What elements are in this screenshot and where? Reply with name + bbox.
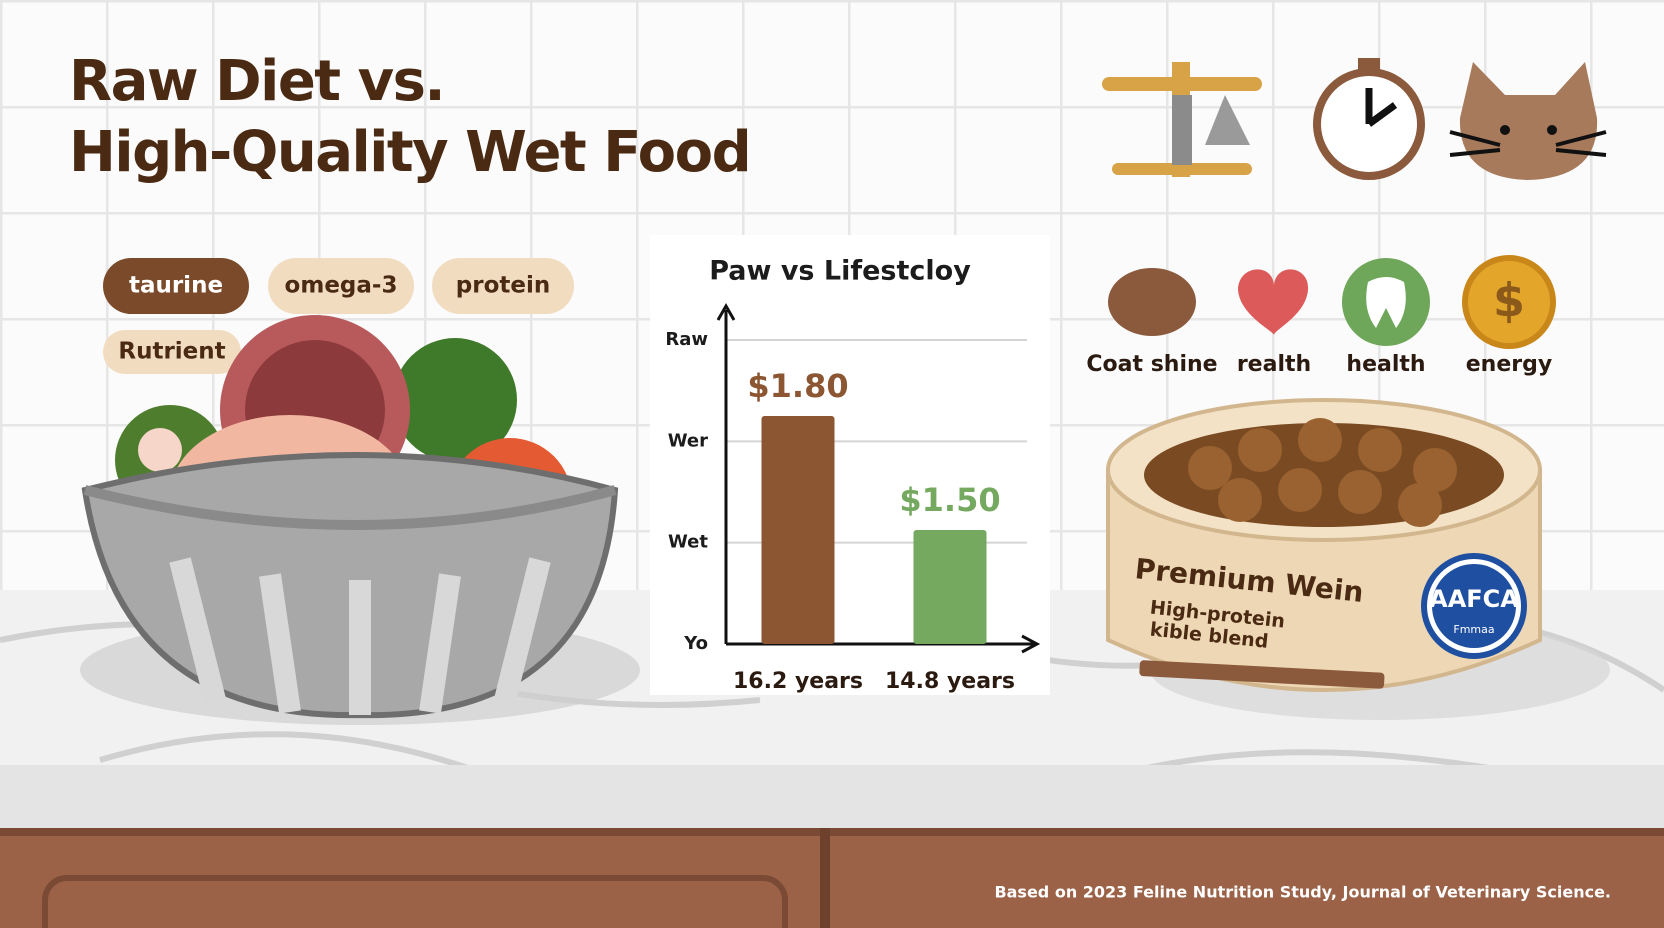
cabinet-door	[42, 875, 788, 928]
title-line: High-Quality Wet Food	[69, 120, 750, 185]
bar	[761, 416, 835, 644]
value-label: $1.50	[899, 481, 1000, 519]
clock-icon	[1313, 58, 1425, 180]
badge-sub: Fmmaa	[1453, 623, 1494, 636]
x-tick-label: 16.2 years	[733, 669, 863, 694]
axes	[716, 302, 1041, 654]
y-row-label: Yo	[683, 633, 708, 654]
raw-bowl	[80, 315, 640, 725]
tag-pill	[268, 258, 414, 314]
tag-pill	[103, 258, 249, 314]
y-row-label: Raw	[665, 329, 708, 350]
tag: omega-3	[285, 273, 398, 299]
benefit-label: health	[1346, 352, 1425, 377]
svg-text:$: $	[1493, 274, 1525, 328]
badge: AAFCA	[1429, 585, 1519, 613]
counter-edge	[0, 765, 1664, 830]
footnote: Based on 2023 Feline Nutrition Study, Jo…	[994, 883, 1611, 902]
cabinet-divider	[820, 828, 830, 928]
cabinet-top	[0, 828, 1664, 836]
tag-pill	[432, 258, 574, 314]
value-label: $1.80	[747, 367, 848, 405]
tag: Rutrient	[118, 339, 225, 365]
tag: protein	[456, 273, 550, 299]
y-row-label: Wer	[668, 430, 708, 451]
tag: taurine	[129, 273, 223, 299]
title-line: Raw Diet vs.	[69, 49, 444, 114]
bar-chart: Raw Wer Wet Yo $1.80 16.2 years $1.50 14.8 year…	[665, 302, 1041, 694]
y-row-label: Wet	[668, 532, 708, 553]
cat-icon	[1449, 62, 1607, 180]
benefit-label: energy	[1466, 352, 1552, 377]
benefit-label: Coat shine	[1086, 352, 1217, 377]
x-tick-label: 14.8 years	[885, 669, 1015, 694]
benefit-label: realth	[1237, 352, 1311, 377]
scale-icon	[1102, 62, 1262, 177]
benefit-icons: $	[1108, 255, 1556, 349]
chart-title: Paw vs Lifestcloy	[709, 256, 971, 287]
chart-panel	[650, 235, 1050, 695]
tag-pill	[103, 330, 241, 374]
wet-food-can	[1106, 398, 1610, 720]
bar	[913, 530, 987, 644]
